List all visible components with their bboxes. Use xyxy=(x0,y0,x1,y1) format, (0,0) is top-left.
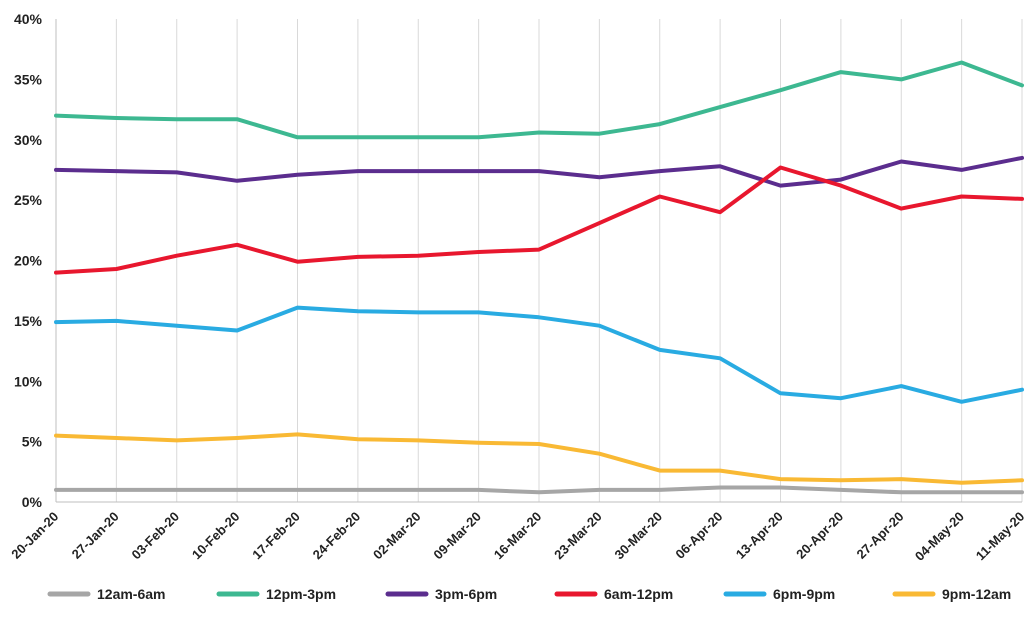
x-tick-label: 09-Mar-20 xyxy=(430,509,484,563)
y-tick-label: 40% xyxy=(14,11,43,27)
x-tick-label: 23-Mar-20 xyxy=(551,509,605,563)
x-tick-label: 20-Jan-20 xyxy=(8,509,61,562)
grid-layer xyxy=(55,19,1023,502)
x-tick-label: 24-Feb-20 xyxy=(310,509,364,563)
y-tick-label: 35% xyxy=(14,71,43,87)
y-tick-label: 25% xyxy=(14,192,43,208)
y-tick-label: 20% xyxy=(14,253,43,269)
x-tick-label: 03-Feb-20 xyxy=(129,509,183,563)
series-line-9pm-12am xyxy=(54,432,1024,485)
y-tick-label: 30% xyxy=(14,132,43,148)
legend-label: 6am-12pm xyxy=(604,586,673,602)
x-tick-label: 06-Apr-20 xyxy=(672,509,725,562)
x-tick-label: 04-May-20 xyxy=(912,509,967,564)
legend-label: 12am-6am xyxy=(97,586,166,602)
series-layer xyxy=(54,60,1024,495)
series-line-12pm-3pm xyxy=(54,60,1024,140)
legend-label: 3pm-6pm xyxy=(435,586,497,602)
series-line-12am-6am xyxy=(54,485,1024,495)
legend-label: 9pm-12am xyxy=(942,586,1011,602)
x-tick-label: 20-Apr-20 xyxy=(793,509,846,562)
y-tick-label: 5% xyxy=(22,434,43,450)
y-tick-label: 10% xyxy=(14,373,43,389)
series-line-6am-12pm xyxy=(54,165,1024,275)
y-tick-label: 15% xyxy=(14,313,43,329)
x-tick-label: 30-Mar-20 xyxy=(612,509,666,563)
legend: 12am-6am 12pm-3pm 3pm-6pm 6am-12pm 6pm-9pm 9p… xyxy=(47,586,1011,602)
x-tick-label: 13-Apr-20 xyxy=(733,509,786,562)
x-tick-label: 16-Mar-20 xyxy=(491,509,545,563)
x-tick-label: 27-Apr-20 xyxy=(854,509,907,562)
legend-label: 6pm-9pm xyxy=(773,586,835,602)
legend-label: 12pm-3pm xyxy=(266,586,336,602)
series-line-3pm-6pm xyxy=(54,155,1024,188)
x-tick-label: 27-Jan-20 xyxy=(69,509,122,562)
x-tick-label: 02-Mar-20 xyxy=(370,509,424,563)
series-line-6pm-9pm xyxy=(54,305,1024,404)
x-tick-label: 17-Feb-20 xyxy=(249,509,303,563)
x-tick-label: 11-May-20 xyxy=(973,509,1028,564)
y-tick-label: 0% xyxy=(22,494,43,510)
x-tick-label: 10-Feb-20 xyxy=(189,509,243,563)
